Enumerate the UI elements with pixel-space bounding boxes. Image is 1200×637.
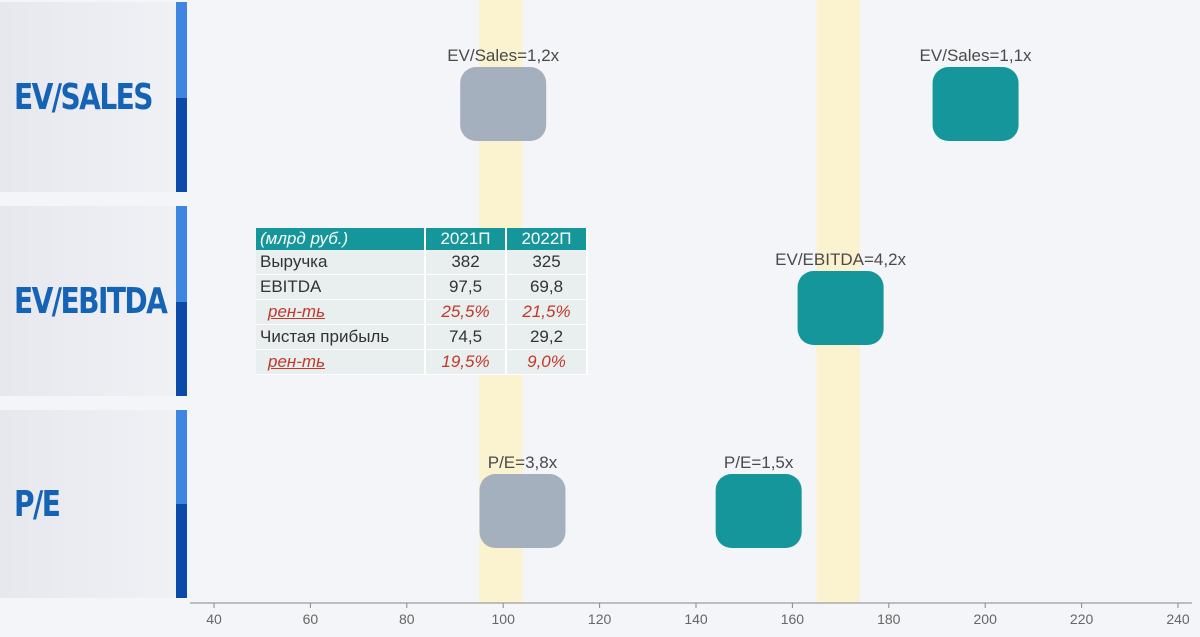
table-cell-2022: 29,2 — [506, 324, 588, 350]
row-accent-bottom-ev-ebitda — [176, 302, 187, 396]
data-point — [932, 67, 1019, 141]
row-label-ev-ebitda: EV/EBITDA — [0, 206, 176, 396]
data-label: P/E=1,5x — [724, 453, 794, 472]
data-label: EV/EBITDA=4,2x — [775, 250, 906, 269]
table-cell-2021: 74,5 — [425, 324, 507, 350]
data-points: EV/Sales=1,2x EV/Sales=1,1x EV/EBITDA=4,2x… — [447, 46, 1032, 548]
table-cell-2021: 25,5% — [425, 299, 507, 325]
table-cell-label: Чистая прибыль — [256, 324, 426, 350]
data-label: EV/Sales=1,2x — [447, 46, 559, 65]
x-tick-label: 240 — [1166, 611, 1190, 627]
table-cell-2022: 21,5% — [506, 299, 588, 325]
table-cell-2021: 97,5 — [425, 274, 507, 300]
data-label: EV/Sales=1,1x — [920, 46, 1032, 65]
x-tick-label: 180 — [877, 611, 901, 627]
data-point — [797, 271, 884, 345]
x-tick-label: 60 — [303, 611, 319, 627]
financials-table: (млрд руб.) 2021П 2022П Выручка 382 325 … — [256, 228, 588, 375]
table-row: EBITDA 97,5 69,8 — [256, 274, 588, 300]
table-header-unit: (млрд руб.) — [256, 228, 426, 250]
row-accent-top-ev-sales — [176, 2, 187, 98]
table-cell-2022: 9,0% — [506, 349, 588, 375]
table-row: Выручка 382 325 — [256, 250, 588, 275]
table-row-margin: рен-ть 25,5% 21,5% — [256, 299, 588, 325]
table-header-2022: 2022П — [506, 228, 588, 250]
table-header-2021: 2021П — [425, 228, 507, 250]
row-label-pe: P/E — [0, 410, 176, 598]
x-axis: 40 60 80 100 120 140 160 180 200 220 240 — [190, 602, 1192, 627]
x-tick-label: 80 — [399, 611, 415, 627]
x-tick-label: 40 — [206, 611, 222, 627]
table-cell-label: рен-ть — [256, 349, 426, 375]
table-cell-2021: 19,5% — [425, 349, 507, 375]
x-tick-label: 200 — [974, 611, 998, 627]
x-tick-label: 120 — [588, 611, 612, 627]
x-tick-label: 100 — [492, 611, 516, 627]
data-point — [460, 67, 547, 141]
x-tick-label: 160 — [781, 611, 805, 627]
table-cell-label: Выручка — [256, 250, 426, 275]
table-cell-2022: 69,8 — [506, 274, 588, 300]
table-cell-2022: 325 — [506, 250, 588, 275]
row-accent-bottom-pe — [176, 504, 187, 598]
table-header-row: (млрд руб.) 2021П 2022П — [256, 228, 588, 250]
table-cell-label: рен-ть — [256, 299, 426, 325]
x-tick-label: 220 — [1070, 611, 1094, 627]
table-row-margin: рен-ть 19,5% 9,0% — [256, 349, 588, 375]
row-label-ev-sales: EV/SALES — [0, 2, 176, 192]
table-row: Чистая прибыль 74,5 29,2 — [256, 324, 588, 350]
data-point — [479, 474, 566, 548]
row-accent-bottom-ev-sales — [176, 98, 187, 192]
table-cell-label: EBITDA — [256, 274, 426, 300]
x-tick-label: 140 — [684, 611, 708, 627]
data-label: P/E=3,8x — [488, 453, 558, 472]
row-accent-top-pe — [176, 410, 187, 504]
row-accent-top-ev-ebitda — [176, 206, 187, 302]
data-point — [715, 474, 802, 548]
table-cell-2021: 382 — [425, 250, 507, 275]
